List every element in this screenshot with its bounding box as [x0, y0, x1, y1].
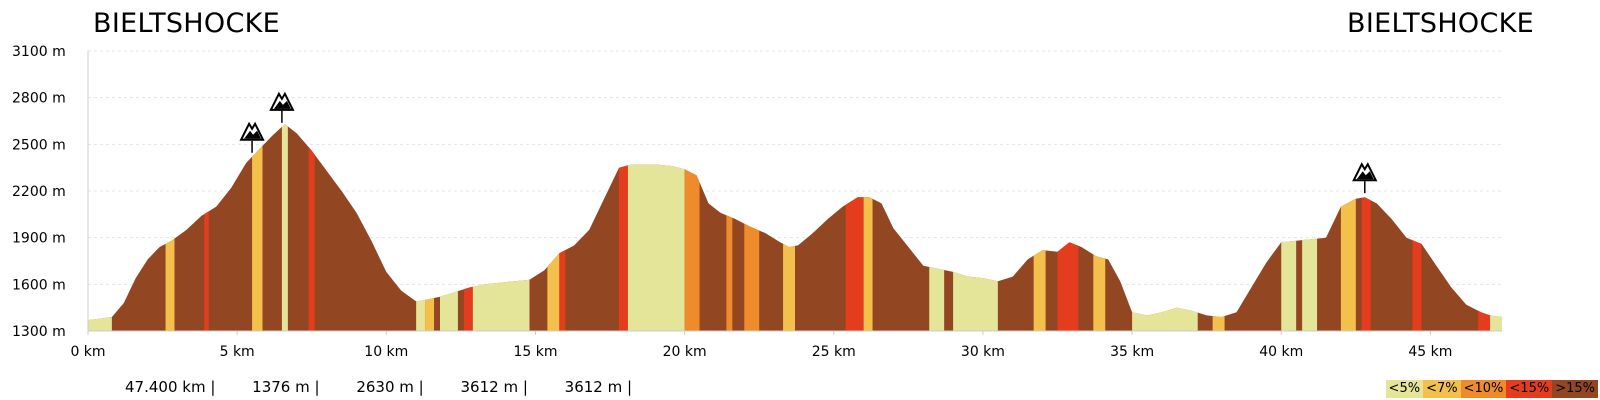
- stat-total-descent: 3612 m |: [564, 378, 633, 396]
- x-tick-label: 20 km: [663, 344, 707, 360]
- gradient-legend: <5% <7% <10% <15% >15%: [1385, 380, 1598, 398]
- route-stats: 47.400 km | 1376 m | 2630 m | 3612 m | 3…: [125, 378, 664, 396]
- gradient-band: [618, 124, 628, 331]
- gradient-band: [1033, 124, 1046, 331]
- mountain-peak-icon: [1352, 162, 1378, 194]
- mountain-peak-icon: [269, 91, 295, 123]
- stat-max-elevation: 2630 m |: [356, 378, 424, 396]
- gradient-band: [547, 124, 560, 331]
- gradient-band: [1340, 124, 1356, 331]
- summit-peak-fill: [244, 130, 262, 139]
- legend-item-gt15: >15%: [1552, 380, 1598, 398]
- gradient-band: [308, 124, 315, 331]
- x-tick-label: 35 km: [1110, 344, 1154, 360]
- summit-peak-fill: [273, 100, 291, 109]
- gradient-band: [845, 124, 864, 331]
- gradient-band: [1478, 124, 1491, 331]
- gradient-band: [1281, 124, 1297, 331]
- elevation-area: [88, 124, 1502, 331]
- gradient-band: [1212, 124, 1225, 331]
- gradient-band: [440, 124, 458, 331]
- gradient-band: [744, 124, 760, 331]
- elevation-profile-chart: 1300 m 1600 m 1900 m 2200 m 2500 m 2800 m 3100…: [12, 44, 1502, 360]
- gradient-band: [863, 124, 873, 331]
- x-tick-label: 5 km: [220, 344, 255, 360]
- gradient-band: [1361, 124, 1371, 331]
- summit-markers: [239, 91, 1378, 194]
- gradient-band: [281, 124, 288, 331]
- y-tick-label: 2200 m: [12, 184, 66, 200]
- x-tick-label: 10 km: [364, 344, 408, 360]
- x-tick-label: 30 km: [961, 344, 1005, 360]
- gradient-band: [1132, 124, 1198, 331]
- axes: 1300 m 1600 m 1900 m 2200 m 2500 m 2800 m 3100…: [12, 44, 1502, 360]
- gradient-band: [1093, 124, 1106, 331]
- gradient-band: [1412, 124, 1422, 331]
- gradient-band: [252, 124, 263, 331]
- gradient-band: [627, 124, 685, 331]
- gradient-band: [88, 124, 112, 331]
- gradient-band: [463, 124, 473, 331]
- y-tick-label: 2500 m: [12, 137, 66, 153]
- x-tick-label: 0 km: [70, 344, 105, 360]
- route-end-name: BIELTSHOCKE: [1347, 8, 1534, 39]
- gradient-band: [559, 124, 566, 331]
- x-tick-label: 25 km: [812, 344, 856, 360]
- gradient-band: [472, 124, 530, 331]
- summit-peak-fill: [1356, 171, 1374, 180]
- gradient-band: [204, 124, 209, 331]
- y-tick-label: 1300 m: [12, 324, 66, 340]
- legend-item-lt10: <10%: [1460, 380, 1507, 398]
- gradient-band: [1057, 124, 1079, 331]
- gradient-band: [783, 124, 795, 331]
- gradient-band: [165, 124, 175, 331]
- y-tick-label: 3100 m: [12, 44, 66, 60]
- mountain-peak-icon: [239, 121, 265, 153]
- gradient-band: [1302, 124, 1318, 331]
- gradient-band: [684, 124, 700, 331]
- y-tick-label: 1900 m: [12, 231, 66, 247]
- gradient-band: [1490, 124, 1502, 331]
- gradient-band: [416, 124, 426, 331]
- gradient-band: [929, 124, 945, 331]
- legend-item-lt15: <15%: [1506, 380, 1553, 398]
- legend-item-lt5: <5%: [1385, 380, 1424, 398]
- x-tick-label: 40 km: [1259, 344, 1303, 360]
- stat-total-climb: 3612 m |: [460, 378, 528, 396]
- y-tick-label: 1600 m: [12, 277, 66, 293]
- gradient-band: [953, 124, 998, 331]
- gradient-band: [425, 124, 435, 331]
- stat-ascent: 1376 m |: [252, 378, 320, 396]
- x-tick-label: 15 km: [513, 344, 557, 360]
- x-tick-label: 45 km: [1408, 344, 1452, 360]
- y-tick-label: 2800 m: [12, 91, 66, 107]
- route-start-name: BIELTSHOCKE: [93, 8, 280, 39]
- gradient-band: [726, 124, 733, 331]
- legend-item-lt7: <7%: [1423, 380, 1461, 398]
- stat-distance: 47.400 km |: [125, 378, 216, 396]
